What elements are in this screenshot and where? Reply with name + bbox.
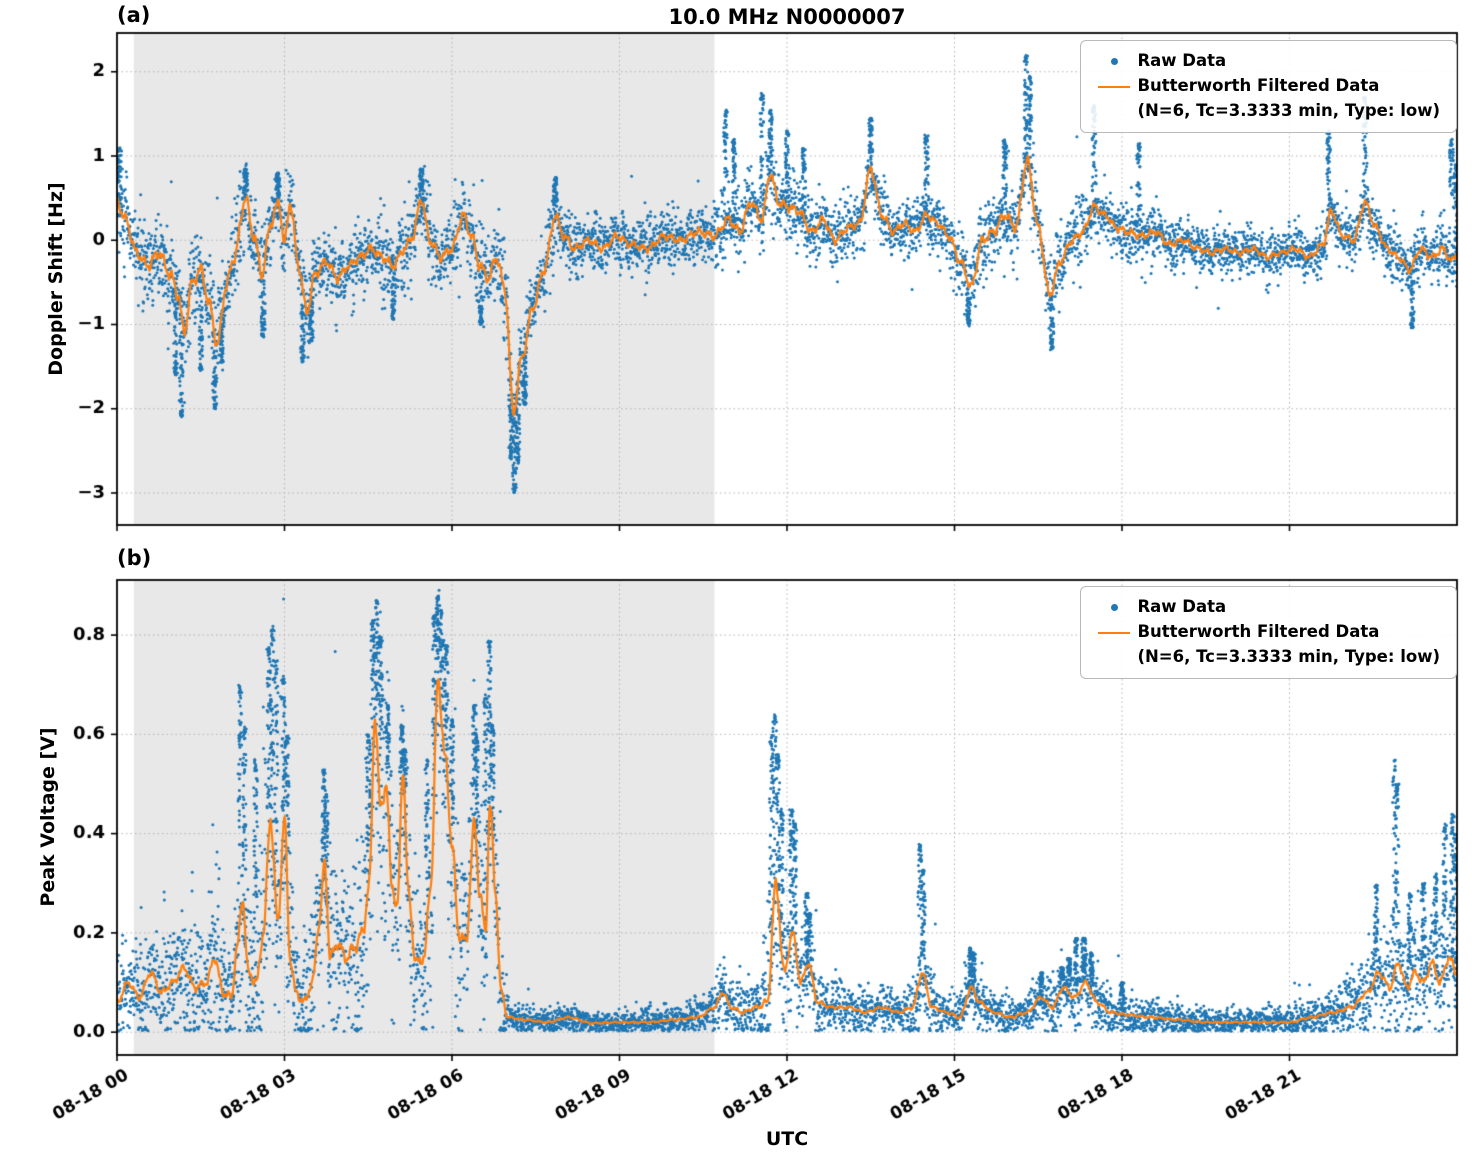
- filtered-line-icon: [1098, 85, 1131, 88]
- legend-filtered-label-line1: Butterworth Filtered Data: [1137, 76, 1380, 95]
- panel-b-label: (b): [117, 546, 152, 570]
- panel-a-y-axis-label: Doppler Shift [Hz]: [45, 182, 67, 376]
- legend-filtered-label-line2: (N=6, Tc=3.3333 min, Type: low): [1137, 646, 1440, 666]
- raw-marker-icon: [1110, 604, 1118, 611]
- panel-a-legend: Raw Data Butterworth Filtered Data (N=6,…: [1080, 40, 1457, 133]
- legend-item-raw-data: Raw Data: [1091, 595, 1440, 620]
- x-axis-label: UTC: [765, 1128, 809, 1150]
- legend-item-filtered-data: Butterworth Filtered Data (N=6, Tc=3.333…: [1091, 620, 1440, 670]
- legend-raw-label: Raw Data: [1137, 51, 1227, 70]
- panel-b-legend: Raw Data Butterworth Filtered Data (N=6,…: [1080, 586, 1457, 679]
- legend-raw-label: Raw Data: [1137, 597, 1227, 616]
- filtered-line-icon: [1098, 631, 1131, 634]
- panel-b-y-axis-label: Peak Voltage [V]: [37, 727, 59, 907]
- legend-filtered-label-line2: (N=6, Tc=3.3333 min, Type: low): [1137, 100, 1440, 120]
- chart-title: 10.0 MHz N0000007: [668, 5, 906, 29]
- raw-marker-icon: [1110, 58, 1118, 65]
- legend-item-filtered-data: Butterworth Filtered Data (N=6, Tc=3.333…: [1091, 74, 1440, 124]
- legend-item-raw-data: Raw Data: [1091, 49, 1440, 74]
- panel-a-label: (a): [117, 3, 151, 27]
- legend-filtered-label-line1: Butterworth Filtered Data: [1137, 622, 1380, 641]
